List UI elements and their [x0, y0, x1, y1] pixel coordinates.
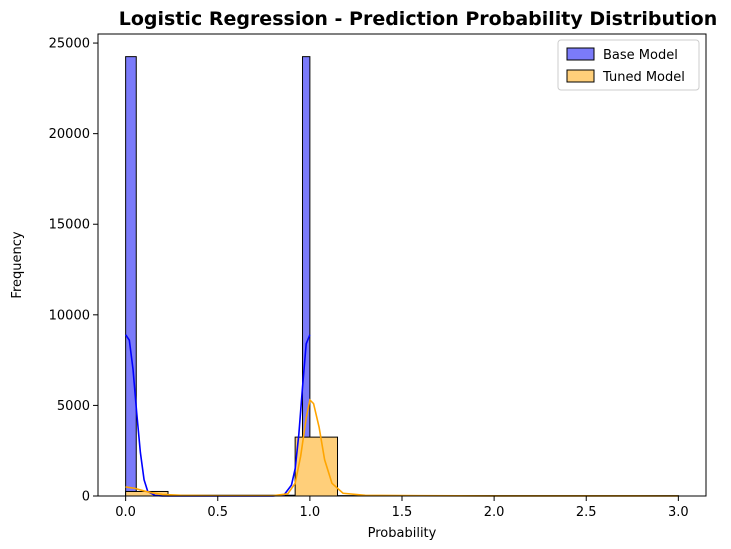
y-tick-label: 0 [82, 490, 90, 505]
x-tick-label: 3.0 [668, 505, 689, 520]
x-tick-label: 2.5 [576, 505, 597, 520]
y-tick-label: 5000 [57, 399, 90, 414]
legend: Base Model Tuned Model [557, 39, 700, 91]
bar-base-model-2 [302, 56, 311, 497]
x-tick-label: 1.0 [300, 505, 321, 520]
legend-label-tuned-model: Tuned Model [602, 70, 685, 85]
y-tick-label: 25000 [49, 37, 90, 52]
x-tick-label: 0.0 [115, 505, 136, 520]
legend-swatch-tuned-model [566, 69, 595, 83]
y-axis-label: Frequency [10, 231, 25, 298]
x-axis-label: Probability [368, 526, 437, 541]
chart-title: Logistic Regression - Prediction Probabi… [119, 8, 717, 30]
y-tick-label: 10000 [49, 308, 90, 323]
legend-swatch-base-model [566, 47, 595, 61]
y-tick-label: 15000 [49, 218, 90, 233]
kde-curve-tuned-model [125, 398, 679, 497]
y-tick-label: 20000 [49, 127, 90, 142]
legend-label-base-model: Base Model [603, 48, 678, 63]
y-axis-ticks: 0 5000 10000 15000 20000 25000 [49, 37, 98, 505]
bar-base-model-0 [125, 56, 137, 497]
x-tick-label: 0.5 [207, 505, 228, 520]
x-axis-ticks: 0.0 0.5 1.0 1.5 2.0 2.5 3.0 [115, 496, 689, 520]
x-tick-label: 2.0 [484, 505, 505, 520]
x-tick-label: 1.5 [392, 505, 413, 520]
